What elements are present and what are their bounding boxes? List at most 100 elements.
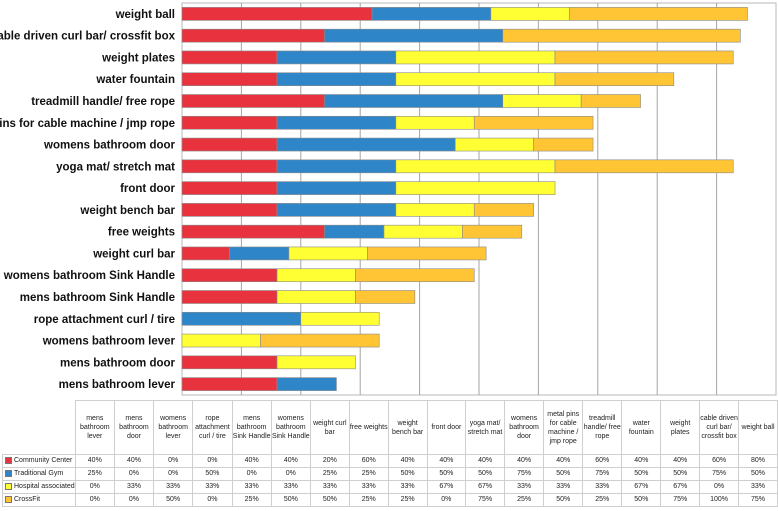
table-cell: 0% xyxy=(231,467,272,481)
bar-segment xyxy=(502,28,741,43)
bar-segment xyxy=(276,137,456,152)
category-label: weight ball xyxy=(115,9,175,21)
table-cell: 25% xyxy=(387,493,428,507)
table-column-header: rope attachment curl / tire xyxy=(192,400,233,455)
table-cell: 40% xyxy=(74,454,115,468)
category-label: cable driven curl bar/ crossfit box xyxy=(0,31,176,43)
category-label: treadmill handle/ free rope xyxy=(31,96,175,108)
bar-segment xyxy=(554,72,675,87)
bar-segment xyxy=(395,181,556,195)
bar-segment xyxy=(324,28,504,43)
table-column-header: treadmill handle/ free rope xyxy=(582,400,623,455)
category-label: free weights xyxy=(108,227,175,239)
table-cell: 40% xyxy=(621,454,662,468)
table-cell: 67% xyxy=(660,480,701,494)
bar-segment xyxy=(276,268,356,283)
category-label: womens bathroom lever xyxy=(42,336,176,348)
category-label: metal pins for cable machine / jmp rope xyxy=(0,118,175,130)
category-label: weight plates xyxy=(101,52,175,64)
table-cell: 0% xyxy=(270,467,311,481)
table-cell: 50% xyxy=(387,467,428,481)
bar-segment xyxy=(395,159,556,174)
bar-segment xyxy=(181,377,278,391)
table-column-header: mens bathroom door xyxy=(113,400,155,455)
table-cell: 33% xyxy=(387,480,428,494)
table-cell: 50% xyxy=(621,467,662,481)
series-name: Traditional Gym xyxy=(14,470,64,477)
bar-segment xyxy=(580,94,641,108)
table-cell: 40% xyxy=(426,454,467,468)
bar-segment xyxy=(181,246,230,261)
table-column-header: front door xyxy=(426,400,467,455)
bar-segment xyxy=(395,203,475,217)
bar-segment xyxy=(462,224,523,239)
bar-segment xyxy=(300,311,380,326)
table-cell: 40% xyxy=(660,454,701,468)
table-cell: 25% xyxy=(74,467,115,481)
table-cell: 40% xyxy=(270,454,311,468)
category-label: mens bathroom lever xyxy=(59,379,176,391)
bar-segment xyxy=(229,246,290,261)
legend-entry: Traditional Gym xyxy=(2,467,76,481)
table-cell: 33% xyxy=(503,480,545,494)
bar-segment xyxy=(276,159,397,174)
bar-segment xyxy=(276,377,337,391)
table-corner xyxy=(2,400,76,455)
stacked-bar-chart: weight ball cable driven curl bar/ crossf… xyxy=(0,2,777,396)
table-cell: 67% xyxy=(465,480,505,494)
table-cell: 75% xyxy=(503,467,545,481)
bar-segment xyxy=(276,181,397,195)
bar-segment xyxy=(260,333,380,348)
table-cell: 100% xyxy=(699,493,740,507)
bar-segment xyxy=(181,159,278,174)
table-cell: 50% xyxy=(621,493,662,507)
table-cell: 50% xyxy=(738,467,778,481)
category-label: water fountain xyxy=(95,74,175,86)
table-cell: 50% xyxy=(309,493,350,507)
table-cell: 50% xyxy=(192,467,233,481)
bar-segment xyxy=(181,137,278,152)
table-cell: 50% xyxy=(660,467,701,481)
series-name: Hospital associated xyxy=(14,483,75,490)
bar-segment xyxy=(181,72,278,87)
table-column-header: womens bathroom Sink Handle xyxy=(270,400,311,455)
bar-segment xyxy=(395,50,556,65)
table-cell: 25% xyxy=(309,467,350,481)
bar-segment xyxy=(181,203,278,217)
bar-segment xyxy=(288,246,368,261)
table-column-header: weight curl bar xyxy=(309,400,350,455)
category-label: weight bench bar xyxy=(79,205,175,217)
table-cell: 50% xyxy=(543,493,584,507)
table-cell: 0% xyxy=(192,493,233,507)
series-name: CrossFit xyxy=(14,496,41,503)
table-cell: 75% xyxy=(582,467,623,481)
bar-segment xyxy=(181,181,278,195)
chart-svg: weight ball cable driven curl bar/ crossf… xyxy=(0,2,777,396)
table-column-header: free weights xyxy=(348,400,389,455)
category-label: yoga mat/ stretch mat xyxy=(56,161,175,173)
table-cell: 0% xyxy=(113,467,155,481)
table-column-header: womens bathroom door xyxy=(503,400,545,455)
table-cell: 40% xyxy=(543,454,584,468)
table-cell: 50% xyxy=(426,467,467,481)
table-cell: 75% xyxy=(699,467,740,481)
bar-segment xyxy=(181,311,302,326)
table-cell: 0% xyxy=(192,454,233,468)
table-cell: 25% xyxy=(231,493,272,507)
bar-segment xyxy=(181,7,373,21)
bar-segment xyxy=(181,224,325,239)
table-column-header: metal pins for cable machine / jmp rope xyxy=(543,400,584,455)
bar-segment xyxy=(502,94,582,108)
bar-segment xyxy=(276,290,356,304)
bar-segment xyxy=(181,355,278,370)
bar-segment xyxy=(355,268,475,283)
bar-segment xyxy=(181,28,325,43)
bar-segment xyxy=(276,355,356,370)
legend-entry: CrossFit xyxy=(2,493,76,507)
table-cell: 33% xyxy=(309,480,350,494)
bar-segment xyxy=(324,94,504,108)
table-column-header: yoga mat/ stretch mat xyxy=(465,400,505,455)
category-label: womens bathroom door xyxy=(43,140,176,152)
bar-segment xyxy=(355,290,416,304)
table-column-header: mens bathroom lever xyxy=(74,400,115,455)
